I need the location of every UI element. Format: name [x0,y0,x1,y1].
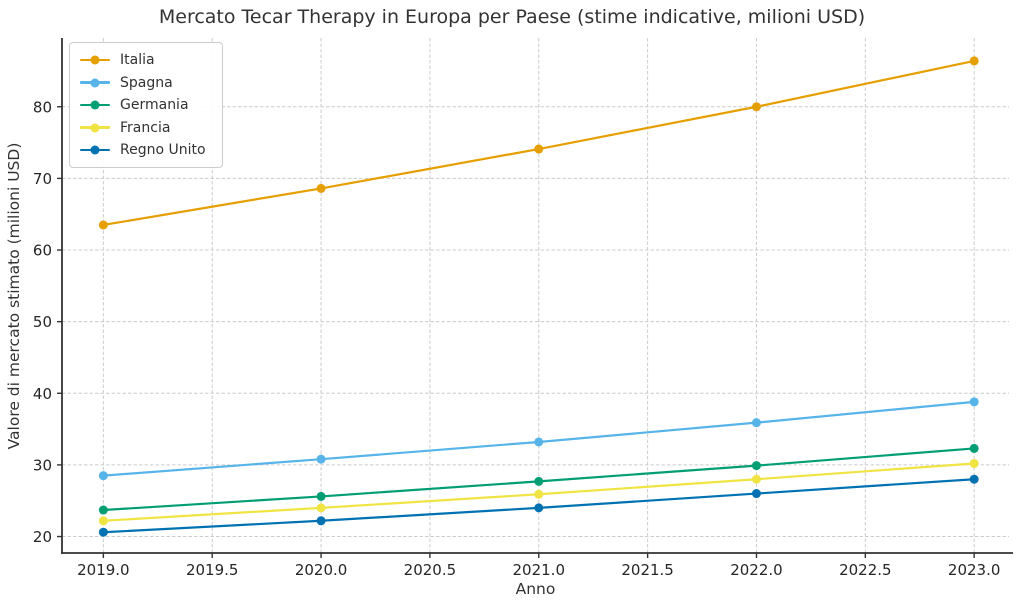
y-axis-label: Valore di mercato stimato (milioni USD) [5,142,23,450]
series-marker-regno-unito [316,516,326,526]
x-tick-label: 2021.0 [513,561,566,579]
series-marker-francia [98,516,108,526]
legend-item-spagna: Spagna [80,74,206,92]
y-tick-label: 40 [33,385,52,403]
legend-dot-marker [90,123,100,132]
x-tick-label: 2020.5 [404,561,457,579]
series-marker-germania [969,443,979,453]
x-tick-label: 2021.5 [621,561,674,579]
legend-item-francia: Francia [80,119,206,137]
series-marker-italia [316,183,326,193]
x-tick-label: 2020.0 [295,561,348,579]
y-tick-label: 50 [33,313,52,331]
y-tick-label: 80 [33,98,52,116]
x-tick-label: 2022.0 [730,561,783,579]
series-marker-italia [534,144,544,154]
legend-line-swatch [80,123,110,132]
series-marker-germania [98,505,108,515]
series-marker-spagna [534,437,544,447]
y-tick-label: 70 [33,170,52,188]
series-marker-germania [751,461,761,471]
series-marker-francia [534,489,544,499]
series-marker-germania [316,491,326,501]
legend-item-italia: Italia [80,51,206,69]
legend-label: Spagna [120,74,173,91]
chart-title: Mercato Tecar Therapy in Europa per Paes… [158,6,866,28]
x-axis-label: Anno [515,580,556,598]
legend-item-germania: Germania [80,96,206,114]
series-marker-regno-unito [751,489,761,499]
legend: Italia Spagna Germania Francia Regno Uni… [69,42,223,168]
series-marker-italia [969,56,979,66]
legend-dot-marker [90,145,100,155]
legend-label: Francia [120,119,171,136]
legend-label: Regno Unito [120,142,206,158]
y-tick-label: 20 [33,528,52,546]
series-marker-spagna [969,397,979,407]
series-marker-francia [969,458,979,468]
series-marker-italia [751,102,761,112]
y-tick-label: 60 [33,242,52,260]
legend-line-swatch [80,100,110,110]
series-marker-spagna [98,471,108,481]
legend-line-swatch [80,55,110,65]
series-marker-regno-unito [98,527,108,537]
series-marker-regno-unito [534,503,544,513]
series-marker-spagna [751,418,761,428]
series-marker-regno-unito [969,474,979,484]
x-tick-label: 2022.5 [839,561,892,579]
legend-label: Germania [120,97,189,113]
series-marker-francia [316,503,326,513]
legend-line-swatch [80,145,110,155]
legend-label: Italia [120,52,155,68]
series-marker-germania [534,476,544,486]
legend-dot-marker [90,78,100,87]
series-marker-spagna [316,454,326,464]
legend-dot-marker [90,55,100,65]
legend-line-swatch [80,78,110,87]
series-marker-francia [751,474,761,484]
x-tick-label: 2019.0 [77,561,130,579]
x-tick-label: 2023.0 [948,561,1001,579]
series-marker-italia [98,220,108,230]
y-tick-label: 30 [33,456,52,474]
legend-item-regno-unito: Regno Unito [80,141,206,159]
x-tick-label: 2019.5 [186,561,239,579]
legend-dot-marker [90,100,100,110]
